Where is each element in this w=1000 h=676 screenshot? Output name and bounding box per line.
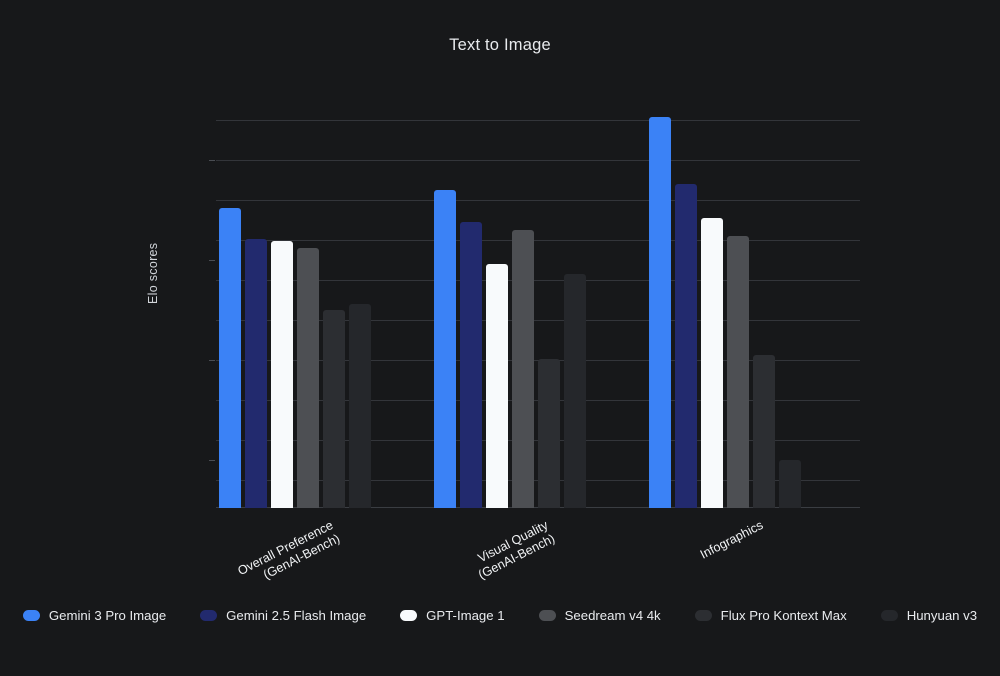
chart-legend: Gemini 3 Pro Image Gemini 2.5 Flash Image… (0, 608, 1000, 623)
y-axis-tick-mark (209, 460, 215, 462)
bar[interactable] (538, 358, 560, 508)
bar[interactable] (434, 189, 456, 508)
y-axis-tick-mark (209, 260, 215, 262)
x-axis-category-line: Infographics (697, 518, 766, 562)
bar[interactable] (297, 247, 320, 508)
gridline (216, 120, 860, 122)
legend-item[interactable]: Gemini 2.5 Flash Image (200, 608, 366, 623)
bar[interactable] (752, 355, 775, 508)
bar[interactable] (271, 241, 294, 508)
bar[interactable] (700, 217, 723, 508)
bar-group (219, 100, 372, 508)
gridline (216, 200, 860, 202)
bar[interactable] (674, 184, 697, 508)
legend-swatch-icon (400, 610, 418, 621)
legend-item[interactable]: Flux Pro Kontext Max (694, 608, 847, 623)
bar[interactable] (245, 238, 268, 508)
gridline (216, 160, 860, 162)
legend-label: Hunyuan v3 (906, 608, 978, 623)
legend-item[interactable]: GPT-Image 1 (400, 608, 505, 623)
bar[interactable] (564, 274, 586, 508)
plot-area: 60080010001200Overall Preference(GenAI-B… (209, 100, 860, 582)
legend-item[interactable]: Hunyuan v3 (880, 608, 978, 623)
gridline (216, 240, 860, 242)
legend-swatch-icon (538, 610, 556, 621)
legend-label: Seedream v4 4k (564, 608, 661, 623)
legend-swatch-icon (880, 610, 898, 621)
gridline (216, 280, 860, 282)
legend-label: GPT-Image 1 (426, 608, 505, 623)
x-axis-category-label: Infographics (616, 518, 765, 604)
bar[interactable] (778, 460, 801, 508)
gridline (216, 320, 860, 322)
bar[interactable] (460, 221, 482, 508)
y-axis-tick-mark (209, 360, 215, 362)
legend-label: Flux Pro Kontext Max (720, 608, 847, 623)
bar[interactable] (648, 117, 671, 508)
legend-swatch-icon (22, 610, 40, 621)
x-axis-category-label: Overall Preference (GenAI-Bench) (187, 518, 343, 617)
bar[interactable] (323, 310, 346, 508)
legend-swatch-icon (694, 610, 712, 621)
chart-title: Text to Image (449, 36, 551, 54)
bar-group (648, 100, 801, 508)
bar[interactable] (726, 236, 749, 508)
legend-label: Gemini 3 Pro Image (48, 608, 167, 623)
legend-item[interactable]: Gemini 3 Pro Image (22, 608, 167, 623)
y-axis-title: Elo scores (146, 242, 160, 304)
legend-item[interactable]: Seedream v4 4k (538, 608, 661, 623)
legend-label: Gemini 2.5 Flash Image (226, 608, 367, 623)
bar[interactable] (512, 230, 534, 508)
x-axis-category-line: Overall Preference (235, 518, 336, 579)
bar[interactable] (219, 207, 242, 508)
legend-swatch-icon (200, 610, 218, 621)
bar[interactable] (486, 264, 508, 508)
bar[interactable] (349, 304, 372, 508)
bar-group (434, 100, 586, 508)
y-axis-tick-mark (209, 160, 215, 162)
x-axis-category-line: Visual Quality (475, 518, 551, 566)
x-axis-category-label: Visual Quality (GenAI-Bench) (401, 518, 558, 617)
